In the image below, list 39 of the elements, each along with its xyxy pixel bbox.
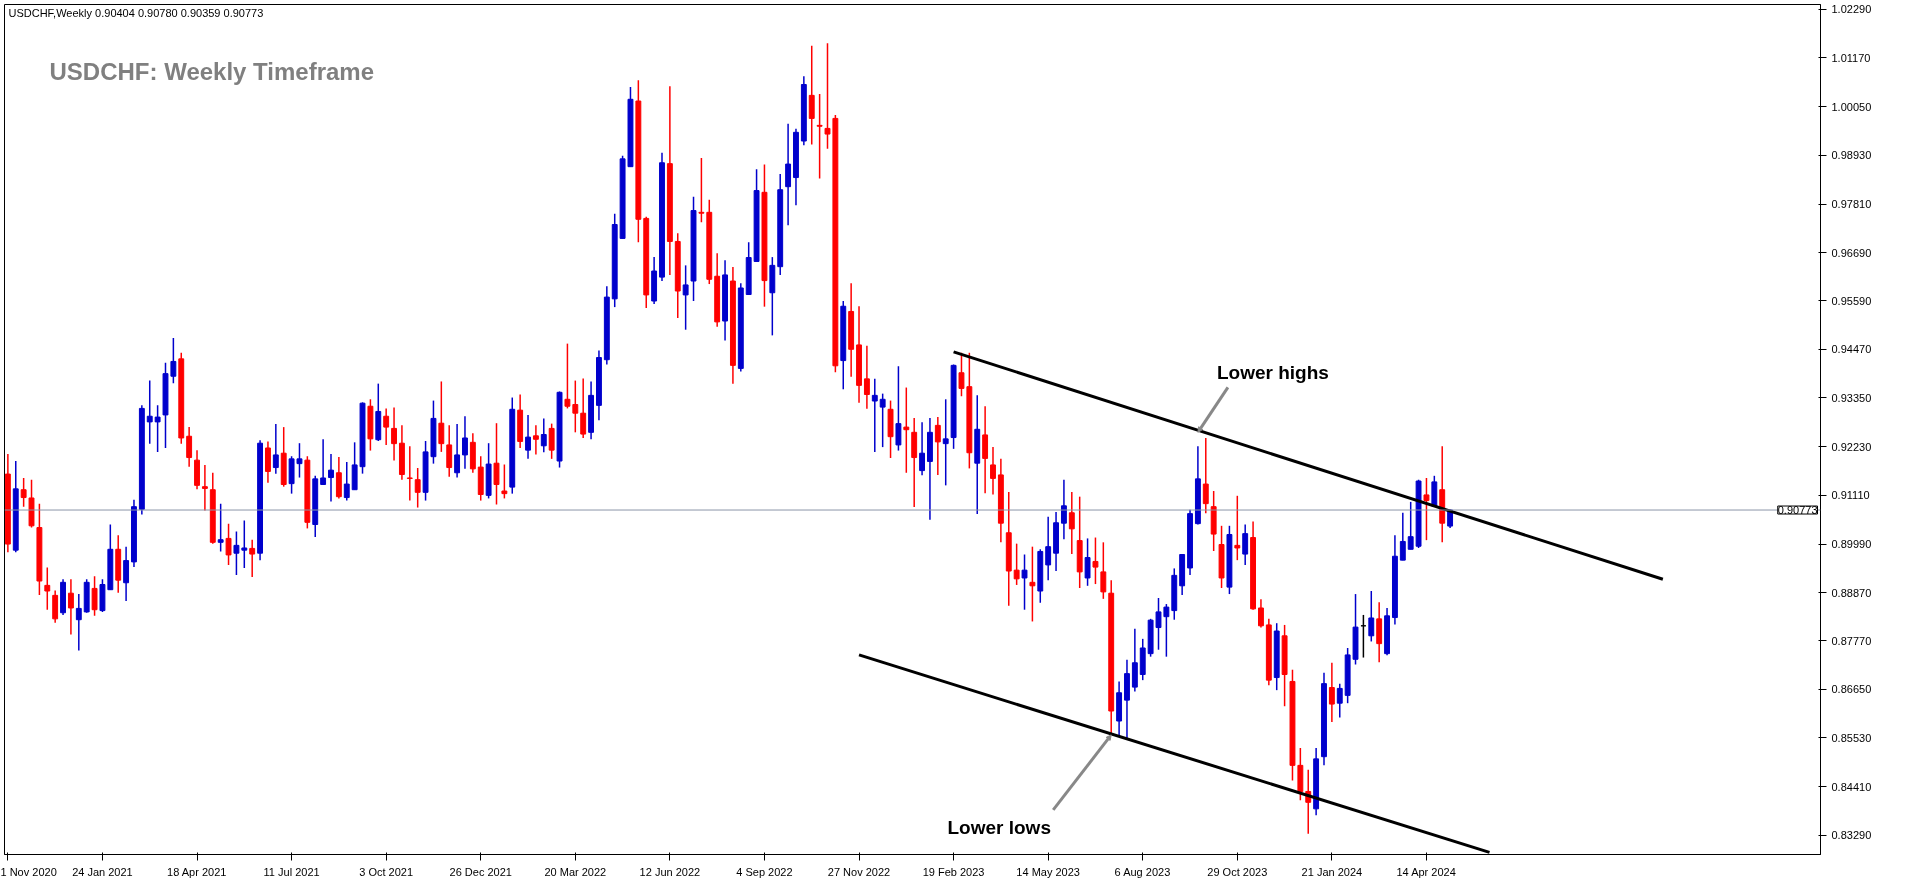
x-tick-label: 4 Sep 2022 [736, 865, 793, 878]
x-tick-label: 12 Jun 2022 [639, 865, 701, 878]
y-tick-label: 0.98930 [1831, 149, 1872, 162]
x-tick-label: 1 Nov 2020 [0, 865, 57, 878]
y-tick-label: 0.95590 [1831, 294, 1872, 307]
y-tick-label: 1.01170 [1831, 51, 1871, 64]
x-tick-label: 20 Mar 2022 [544, 865, 607, 878]
x-tick-label: 19 Feb 2023 [922, 865, 985, 878]
x-tick-label: 29 Oct 2023 [1207, 865, 1268, 878]
x-tick-label: 26 Dec 2021 [449, 865, 512, 878]
text: USDCHF: Weekly Timeframe [49, 58, 375, 85]
y-tick-label: 0.89990 [1831, 538, 1872, 551]
y-tick-label: 0.85530 [1831, 731, 1872, 744]
x-tick-label: 6 Aug 2023 [1114, 865, 1171, 878]
x-tick-label: 3 Oct 2021 [359, 865, 414, 878]
y-tick-label: 0.94470 [1831, 343, 1872, 356]
annotation: Lower lows [947, 817, 1051, 839]
annotation: USDCHF,Weekly 0.90404 0.90780 0.90359 0.90773 [8, 6, 264, 19]
x-tick-label: 18 Apr 2021 [167, 865, 227, 878]
y-tick-label: 0.87770 [1831, 634, 1872, 647]
y-tick-label: 0.96690 [1831, 246, 1872, 259]
y-tick-label: 0.91110 [1831, 489, 1870, 502]
x-tick-label: 21 Jan 2024 [1301, 865, 1363, 878]
y-tick-label: 0.86650 [1831, 683, 1872, 696]
x-tick-label: 14 Apr 2024 [1396, 865, 1456, 878]
y-tick-label: 0.83290 [1831, 829, 1872, 842]
y-tick-label: 0.88870 [1831, 586, 1872, 599]
y-tick-label: 0.92230 [1831, 440, 1872, 453]
y-tick-label: 1.00050 [1831, 100, 1872, 113]
y-tick-label: 0.97810 [1831, 198, 1872, 211]
x-tick-label: 11 Jul 2021 [263, 865, 320, 878]
x-tick-label: 27 Nov 2022 [827, 865, 891, 878]
x-tick-label: 14 May 2023 [1016, 865, 1080, 878]
y-tick-label: 1.02290 [1831, 3, 1872, 16]
y-tick-label: 0.93350 [1831, 391, 1872, 404]
y-tick-label: 0.84410 [1831, 780, 1872, 793]
x-tick-label: 24 Jan 2021 [72, 865, 133, 878]
ref-line-label: 0.90773 [1777, 504, 1818, 517]
annotation: Lower highs [1216, 361, 1329, 383]
